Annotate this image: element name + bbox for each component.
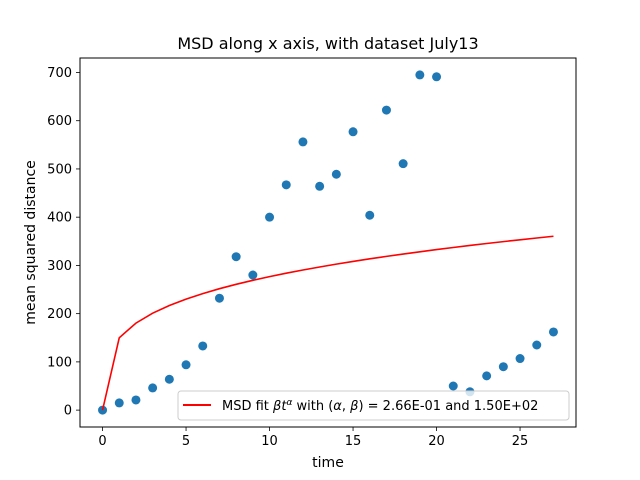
legend-suffix: ) = 2.66E-01 and 1.50E+02 (358, 399, 538, 414)
y-tick-label: 700 (47, 66, 72, 81)
data-point (398, 159, 408, 169)
data-point (281, 180, 291, 190)
data-point (432, 72, 442, 82)
x-axis-ticks: 0 5 10 15 20 25 (98, 427, 528, 449)
data-point (298, 137, 308, 147)
x-tick-label: 5 (182, 434, 190, 449)
data-point (231, 252, 241, 262)
y-tick-label: 400 (47, 211, 72, 226)
legend: MSD fit βtα with (α, β) = 2.66E-01 and 1… (177, 390, 570, 421)
data-point (131, 395, 141, 405)
data-point (532, 340, 542, 350)
plot-frame (79, 57, 577, 428)
y-axis-ticks: 0 100 200 300 400 500 600 700 (47, 66, 80, 419)
x-axis-label: time (312, 455, 344, 471)
legend-t: t (281, 399, 287, 414)
y-axis-label: mean squared distance (23, 160, 39, 325)
data-point (164, 374, 174, 384)
legend-beta-2: β (349, 399, 358, 414)
data-point (415, 70, 425, 80)
x-tick-label: 10 (261, 434, 278, 449)
data-point (515, 354, 525, 364)
data-point (265, 212, 275, 222)
data-point (365, 210, 375, 220)
plot-content (98, 70, 558, 415)
data-point (214, 293, 224, 303)
data-point (248, 270, 258, 280)
y-tick-label: 200 (47, 307, 72, 322)
y-tick-label: 500 (47, 162, 72, 177)
x-tick-label: 20 (428, 434, 445, 449)
legend-box (177, 390, 570, 421)
y-tick-label: 300 (47, 259, 72, 274)
data-point (448, 381, 458, 391)
y-tick-label: 0 (64, 404, 72, 419)
legend-comma: , (342, 399, 350, 414)
x-tick-label: 25 (512, 434, 529, 449)
data-point (181, 360, 191, 370)
legend-fit-label: MSD fit βtα with (α, β) = 2.66E-01 and 1… (222, 398, 538, 414)
legend-beta: β (272, 399, 281, 414)
legend-alpha-exp: α (286, 398, 292, 408)
data-point (548, 327, 558, 337)
data-point (331, 169, 341, 179)
legend-prefix: MSD fit (222, 399, 273, 414)
data-point (315, 181, 325, 191)
fit-line (101, 235, 554, 411)
legend-alpha: α (333, 399, 342, 414)
data-point (482, 371, 492, 381)
data-point (198, 341, 208, 351)
data-point (148, 383, 158, 393)
data-point (498, 362, 508, 372)
legend-mid: with ( (292, 399, 333, 414)
y-tick-label: 600 (47, 114, 72, 129)
data-point (348, 127, 358, 137)
chart-title: MSD along x axis, with dataset July13 (177, 34, 478, 53)
x-tick-label: 15 (345, 434, 362, 449)
data-point (381, 105, 391, 115)
x-tick-label: 0 (98, 434, 106, 449)
y-tick-label: 100 (47, 355, 72, 370)
data-point (114, 398, 124, 408)
